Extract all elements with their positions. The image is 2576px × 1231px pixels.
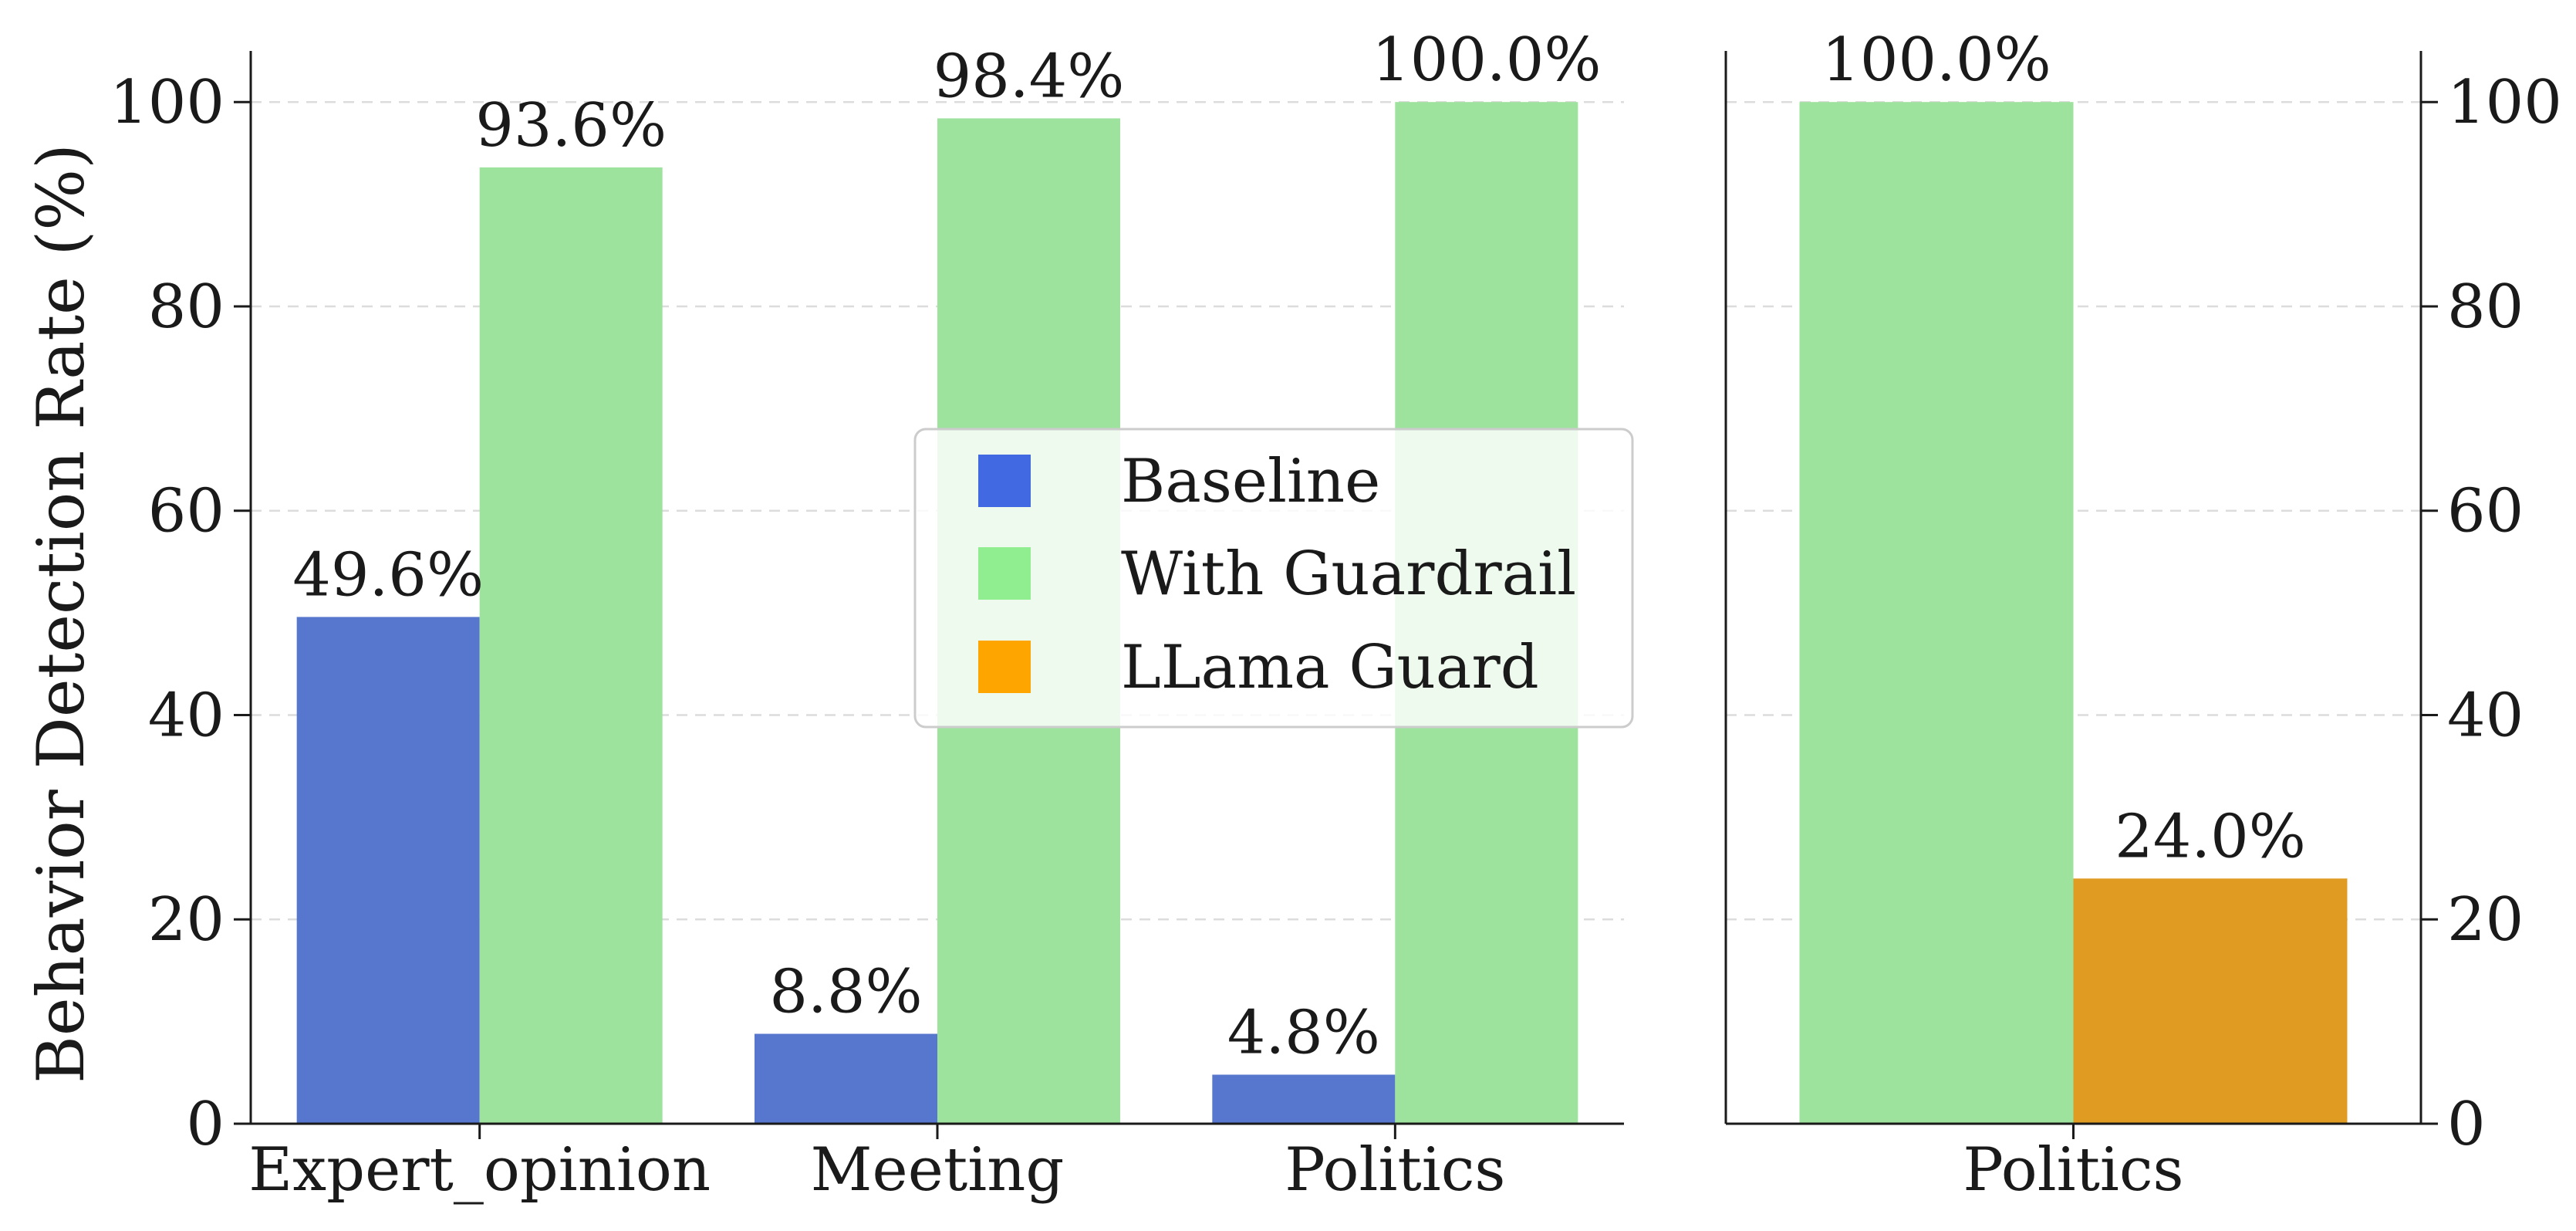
legend-label-guardrail: With Guardrail xyxy=(1121,539,1576,609)
data-label: 98.4% xyxy=(934,42,1125,111)
label-layer: 0 20 40 60 80 100 49.6% 93.6% Expert_opinion 8.8%… xyxy=(110,25,2562,1205)
x-tick-label: Politics xyxy=(1963,1135,2183,1205)
bar-baseline xyxy=(1212,1074,1396,1124)
data-label: 4.8% xyxy=(1227,998,1380,1067)
bar-guardrail xyxy=(1799,102,2074,1124)
bar-llama xyxy=(2073,878,2348,1124)
y-tick-label: 100 xyxy=(110,68,225,137)
data-label: 100.0% xyxy=(1372,25,1601,95)
y-tick-label: 0 xyxy=(2447,1090,2486,1159)
legend-label-llama: LLama Guard xyxy=(1121,633,1539,702)
x-tick-label: Expert_opinion xyxy=(248,1135,711,1205)
data-label: 93.6% xyxy=(475,91,667,161)
data-label: 49.6% xyxy=(292,540,484,610)
y-tick-label: 20 xyxy=(148,885,225,955)
y-tick-label: 80 xyxy=(148,272,225,342)
legend-swatch-llama xyxy=(978,641,1031,693)
x-tick-label: Meeting xyxy=(811,1135,1065,1205)
x-tick-label: Politics xyxy=(1285,1135,1505,1205)
y-tick-label: 40 xyxy=(148,681,225,750)
legend-label-baseline: Baseline xyxy=(1121,447,1380,516)
bar-baseline xyxy=(755,1033,937,1124)
data-label: 100.0% xyxy=(1821,25,2051,95)
y-tick-label: 40 xyxy=(2447,681,2524,750)
legend-swatch-baseline xyxy=(978,455,1031,507)
bar-layer xyxy=(296,102,2348,1124)
y-tick-label: 100 xyxy=(2447,68,2562,137)
data-label: 8.8% xyxy=(769,958,922,1027)
data-label: 24.0% xyxy=(2115,802,2306,871)
legend-swatch-guardrail xyxy=(978,547,1031,600)
axis-layer xyxy=(234,51,2438,1139)
legend: Baseline With Guardrail LLama Guard xyxy=(913,428,1634,729)
bar-baseline xyxy=(296,617,480,1124)
y-tick-label: 60 xyxy=(148,477,225,546)
y-tick-label: 80 xyxy=(2447,272,2524,342)
y-tick-label: 20 xyxy=(2447,885,2524,955)
bar-guardrail xyxy=(479,167,663,1124)
y-tick-label: 60 xyxy=(2447,477,2524,546)
y-tick-label: 0 xyxy=(186,1090,225,1159)
legend-box xyxy=(913,428,1634,729)
y-axis-label: Behavior Detection Rate (%) xyxy=(23,144,99,1084)
